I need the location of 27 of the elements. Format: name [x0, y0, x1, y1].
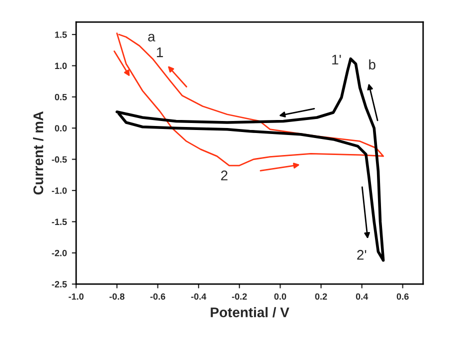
x-tick-label: -0.8	[110, 293, 124, 300]
x-tick-label: 0.0	[274, 293, 286, 300]
y-tick-label: 1.5	[55, 32, 67, 38]
annotation: 2	[221, 170, 228, 180]
y-tick-label: 0.0	[54, 125, 67, 132]
annotation: b	[369, 59, 376, 70]
y-tick-label: -1.5	[52, 218, 67, 226]
x-tick-label: -0.4	[191, 293, 206, 300]
x-tick-label: -1.0	[68, 293, 84, 300]
y-tick-label: -2.5	[52, 281, 67, 288]
y-tick-label: 0.5	[54, 94, 67, 100]
y-axis-title: Current / mA	[33, 111, 44, 195]
y-tick-label: 1.0	[55, 62, 67, 70]
x-tick-label: -0.2	[232, 293, 247, 300]
x-tick-label: 0.6	[396, 293, 409, 300]
annotation: 2'	[357, 250, 366, 260]
y-tick-label: -2.0	[52, 250, 67, 256]
line-series	[116, 32, 384, 166]
y-tick-label: -0.5	[52, 156, 67, 163]
annotation: 1'	[332, 54, 341, 64]
x-tick-label: -0.6	[150, 293, 166, 300]
y-tick-label: -1.0	[52, 187, 67, 194]
x-tick-label: 0.4	[356, 293, 368, 300]
x-tick-label: 0.2	[315, 293, 327, 300]
annotation: 1	[156, 48, 163, 58]
annotation: a	[148, 34, 156, 42]
x-axis-title: Potential / V	[210, 307, 290, 318]
